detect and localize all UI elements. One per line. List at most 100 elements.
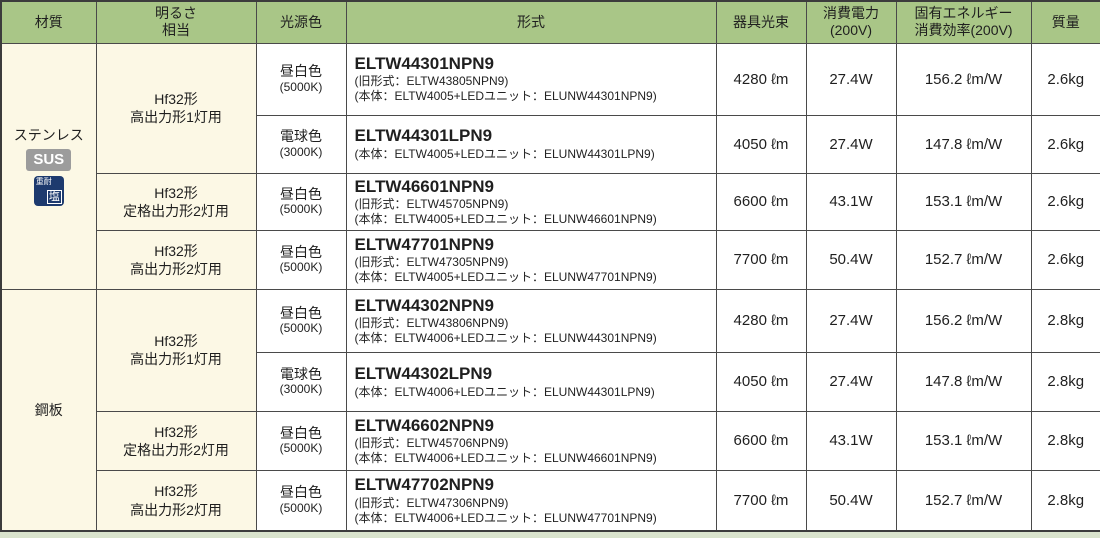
table-row: 電球色 (3000K) ELTW44302LPN9 (本体：ELTW4006+L…: [1, 351, 1100, 412]
model-number: ELTW46601NPN9: [354, 176, 495, 196]
mass-cell: 2.6kg: [1030, 42, 1100, 116]
power-cell: 43.1W: [805, 172, 897, 231]
model-old-number: (旧形式：ELTW47306NPN9): [354, 495, 509, 510]
model-number: ELTW44301LPN9: [354, 126, 493, 146]
mass-cell: 2.6kg: [1030, 229, 1100, 290]
efficiency-cell: 153.1 ℓm/W: [895, 172, 1032, 231]
brightness-cell: Hf32形 定格出力形2灯用: [95, 172, 257, 231]
flux-cell: 4050 ℓm: [715, 114, 807, 174]
col-header-flux: 器具光束: [715, 0, 807, 44]
model-cell: ELTW44302LPN9 (本体：ELTW4006+LEDユニット：ELUNW…: [345, 351, 717, 412]
col-header-efficiency-line2: 消費効率(200V): [914, 22, 1013, 39]
model-number: ELTW46602NPN9: [354, 415, 495, 435]
model-old-number: (旧形式：ELTW45705NPN9): [354, 196, 509, 211]
flux-cell: 4050 ℓm: [715, 351, 807, 412]
col-header-power-line2: (200V): [829, 22, 873, 39]
salt-resistance-icon: 重耐 塩: [33, 176, 64, 207]
model-old-number: (旧形式：ELTW47305NPN9): [354, 255, 509, 270]
material-stack: ステンレス SUS 重耐 塩: [2, 126, 95, 207]
light-color-name: 電球色: [280, 365, 322, 382]
table-row: Hf32形 定格出力形2灯用 昼白色 (5000K) ELTW46601NPN9…: [1, 172, 1100, 231]
model-body-unit: (本体：ELTW4006+LEDユニット：ELUNW47701NPN9): [354, 510, 657, 525]
brightness-cell: Hf32形 高出力形1灯用: [95, 288, 257, 412]
power-cell: 43.1W: [805, 410, 897, 471]
model-old-number: (旧形式：ELTW45706NPN9): [354, 436, 509, 451]
model-cell: ELTW44302NPN9 (旧形式：ELTW43806NPN9) (本体：EL…: [345, 288, 717, 353]
model-number: ELTW44302NPN9: [354, 295, 495, 315]
light-color-temp: (5000K): [279, 202, 323, 217]
salt-icon-top-text: 重耐: [35, 177, 52, 187]
brightness-line2: 高出力形1灯用: [130, 109, 222, 125]
efficiency-cell: 153.1 ℓm/W: [895, 410, 1032, 471]
table-row: 鋼板 Hf32形 高出力形1灯用 昼白色 (5000K) ELTW44302NP…: [0, 288, 1100, 532]
col-header-efficiency: 固有エネルギー 消費効率(200V): [895, 0, 1032, 44]
table-row: Hf32形 定格出力形2灯用 昼白色 (5000K) ELTW46602NPN9…: [1, 410, 1100, 471]
table-row: 電球色 (3000K) ELTW44301LPN9 (本体：ELTW4005+L…: [1, 114, 1100, 174]
efficiency-cell: 152.7 ℓm/W: [895, 469, 1032, 532]
flux-cell: 6600 ℓm: [715, 410, 807, 471]
brightness-line1: Hf32形: [154, 242, 198, 259]
brightness-line2: 定格出力形2灯用: [123, 202, 229, 219]
light-color-name: 昼白色: [280, 243, 322, 260]
model-cell: ELTW46601NPN9 (旧形式：ELTW45705NPN9) (本体：EL…: [345, 172, 717, 231]
light-color-cell: 昼白色 (5000K): [255, 410, 347, 471]
light-color-temp: (5000K): [279, 501, 323, 516]
light-color-name: 電球色: [280, 127, 322, 144]
light-color-temp: (5000K): [279, 321, 323, 336]
efficiency-cell: 147.8 ℓm/W: [895, 114, 1032, 174]
model-old-number: (旧形式：ELTW43806NPN9): [354, 316, 509, 331]
model-number: ELTW44302LPN9: [354, 364, 493, 384]
flux-cell: 4280 ℓm: [715, 42, 807, 116]
model-body-unit: (本体：ELTW4005+LEDユニット：ELUNW44301LPN9): [354, 146, 655, 161]
light-color-name: 昼白色: [280, 424, 322, 441]
table-row: ステンレス SUS 重耐 塩 Hf32形 高出力形1灯用 昼白色 (5000K)…: [0, 42, 1100, 290]
power-cell: 50.4W: [805, 469, 897, 532]
model-body-unit: (本体：ELTW4005+LEDユニット：ELUNW46601NPN9): [354, 211, 657, 226]
brightness-line1: Hf32形: [154, 483, 198, 500]
col-header-power: 消費電力 (200V): [805, 0, 897, 44]
light-color-cell: 昼白色 (5000K): [255, 172, 347, 231]
light-color-name: 昼白色: [280, 304, 322, 321]
brightness-line2: 高出力形2灯用: [130, 260, 222, 277]
mass-cell: 2.6kg: [1030, 172, 1100, 231]
brightness-cell: Hf32形 高出力形2灯用: [95, 469, 257, 532]
material-label: ステンレス: [13, 127, 84, 144]
mass-cell: 2.6kg: [1030, 114, 1100, 174]
brightness-cell: Hf32形 高出力形2灯用: [95, 229, 257, 290]
mass-cell: 2.8kg: [1030, 410, 1100, 471]
model-cell: ELTW44301LPN9 (本体：ELTW4005+LEDユニット：ELUNW…: [345, 114, 717, 174]
efficiency-cell: 156.2 ℓm/W: [895, 42, 1032, 116]
power-cell: 27.4W: [805, 288, 897, 353]
model-body-unit: (本体：ELTW4006+LEDユニット：ELUNW44301LPN9): [354, 384, 655, 399]
col-header-material: 材質: [0, 0, 97, 44]
light-color-temp: (5000K): [279, 441, 323, 456]
brightness-line1: Hf32形: [154, 423, 198, 440]
model-body-unit: (本体：ELTW4006+LEDユニット：ELUNW46601NPN9): [354, 451, 657, 466]
model-body-unit: (本体：ELTW4005+LEDユニット：ELUNW47701NPN9): [354, 270, 657, 285]
light-color-temp: (5000K): [279, 79, 323, 94]
power-cell: 27.4W: [805, 42, 897, 116]
model-number: ELTW47702NPN9: [354, 475, 495, 495]
power-cell: 27.4W: [805, 114, 897, 174]
mass-cell: 2.8kg: [1030, 288, 1100, 353]
brightness-line1: Hf32形: [154, 90, 198, 107]
power-cell: 27.4W: [805, 351, 897, 412]
col-header-brightness-line1: 明るさ: [155, 4, 197, 21]
col-header-brightness: 明るさ 相当: [95, 0, 257, 44]
material-cell-steel: 鋼板: [0, 288, 97, 532]
material-label: 鋼板: [34, 402, 63, 419]
model-cell: ELTW44301NPN9 (旧形式：ELTW43805NPN9) (本体：EL…: [345, 42, 717, 116]
model-body-unit: (本体：ELTW4006+LEDユニット：ELUNW44301NPN9): [354, 331, 657, 346]
header-row: 材質 明るさ 相当 光源色 形式 器具光束 消費電力 (200V) 固有エネルギ…: [0, 0, 1100, 44]
light-color-cell: 昼白色 (5000K): [255, 229, 347, 290]
brightness-cell: Hf32形 定格出力形2灯用: [95, 410, 257, 471]
table-row: Hf32形 高出力形2灯用 昼白色 (5000K) ELTW47701NPN9 …: [1, 229, 1100, 290]
brightness-line2: 定格出力形2灯用: [123, 441, 229, 458]
col-header-model: 形式: [345, 0, 717, 44]
light-color-name: 昼白色: [280, 185, 322, 202]
table-row: Hf32形 高出力形2灯用 昼白色 (5000K) ELTW47702NPN9 …: [1, 469, 1100, 532]
model-number: ELTW44301NPN9: [354, 53, 495, 73]
light-color-cell: 昼白色 (5000K): [255, 288, 347, 353]
col-header-light-color: 光源色: [255, 0, 347, 44]
